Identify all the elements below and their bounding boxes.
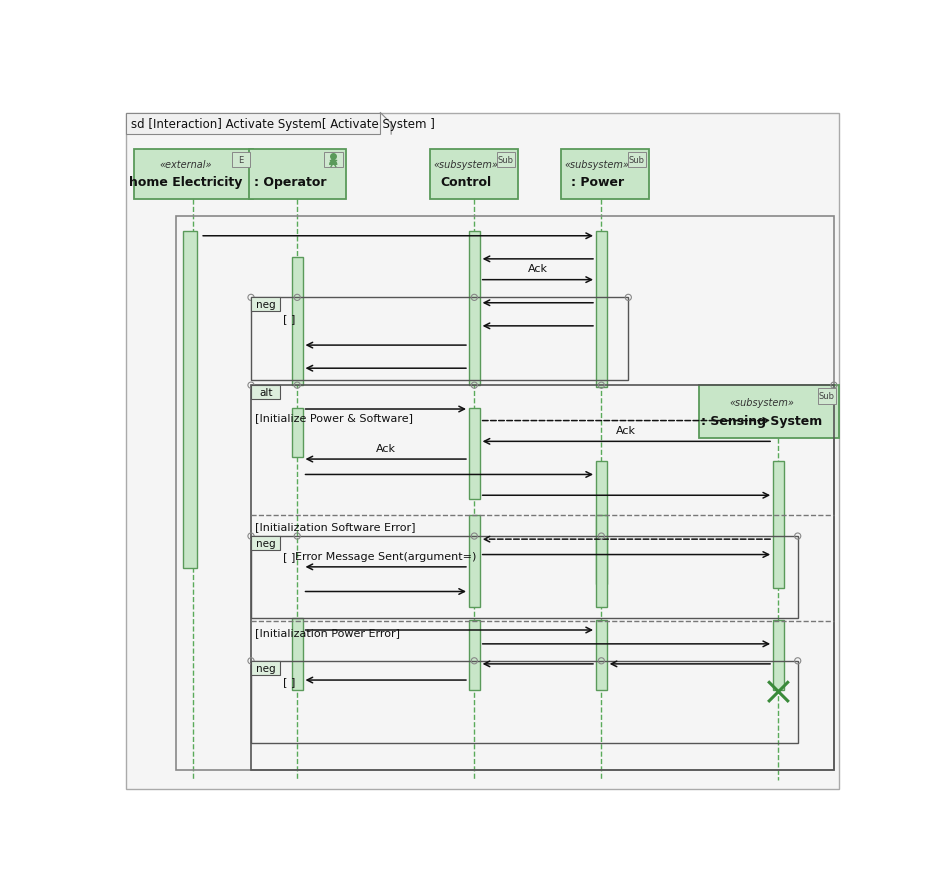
Bar bbox=[251, 298, 628, 380]
Bar bbox=[184, 232, 197, 569]
Bar bbox=[251, 536, 281, 551]
Bar bbox=[773, 461, 784, 588]
Bar bbox=[251, 385, 834, 771]
Bar bbox=[251, 661, 798, 743]
Bar bbox=[251, 661, 281, 675]
Text: [Initialize Power & Software]: [Initialize Power & Software] bbox=[255, 413, 413, 423]
Text: «subsystem»: «subsystem» bbox=[729, 398, 794, 408]
Bar bbox=[232, 153, 251, 168]
Text: neg: neg bbox=[256, 663, 275, 673]
Bar bbox=[469, 620, 479, 690]
Text: «external»: «external» bbox=[160, 160, 212, 170]
Text: «subsystem»: «subsystem» bbox=[433, 160, 498, 170]
Text: neg: neg bbox=[256, 300, 275, 310]
Bar bbox=[699, 385, 839, 438]
Text: [Initialization Power Error]: [Initialization Power Error] bbox=[255, 628, 399, 637]
Bar bbox=[469, 515, 479, 607]
Bar bbox=[324, 153, 343, 168]
Bar bbox=[469, 232, 479, 385]
Bar bbox=[292, 409, 302, 457]
Bar bbox=[251, 536, 798, 619]
Bar bbox=[430, 149, 518, 199]
Text: [Initialization Software Error]: [Initialization Software Error] bbox=[255, 521, 415, 531]
Bar bbox=[496, 153, 515, 168]
Bar bbox=[292, 257, 302, 385]
Bar bbox=[596, 461, 607, 584]
Text: Ack: Ack bbox=[616, 426, 637, 435]
Bar bbox=[134, 149, 253, 199]
Bar bbox=[596, 515, 607, 607]
Text: alt: alt bbox=[259, 388, 272, 398]
Text: E: E bbox=[238, 156, 244, 164]
Bar bbox=[250, 149, 346, 199]
Bar bbox=[773, 620, 784, 690]
Bar bbox=[175, 216, 834, 771]
Bar bbox=[251, 385, 281, 400]
Text: : Sensing System: : Sensing System bbox=[701, 415, 822, 427]
Bar bbox=[596, 232, 607, 388]
Text: : Operator: : Operator bbox=[253, 175, 326, 189]
Text: neg: neg bbox=[256, 538, 275, 548]
Text: Sub: Sub bbox=[498, 156, 514, 164]
Text: Ack: Ack bbox=[528, 265, 548, 274]
Text: Sub: Sub bbox=[628, 156, 644, 164]
Text: Control: Control bbox=[441, 175, 492, 189]
Text: home Electricity: home Electricity bbox=[129, 175, 243, 189]
Bar bbox=[627, 153, 646, 168]
Text: Ack: Ack bbox=[376, 443, 396, 453]
Bar bbox=[126, 114, 381, 135]
Text: sd [Interaction] Activate System[ Activate System ]: sd [Interaction] Activate System[ Activa… bbox=[131, 118, 435, 131]
Text: [ ]: [ ] bbox=[284, 677, 296, 687]
Text: : Power: : Power bbox=[571, 175, 624, 189]
Text: «subsystem»: «subsystem» bbox=[564, 160, 629, 170]
Text: [ ]: [ ] bbox=[284, 552, 296, 561]
Text: [ ]: [ ] bbox=[284, 314, 296, 324]
Text: ⁠♟: ⁠♟ bbox=[327, 154, 340, 167]
Bar bbox=[469, 409, 479, 500]
Bar bbox=[560, 149, 649, 199]
Bar bbox=[251, 298, 281, 312]
Bar bbox=[596, 620, 607, 690]
Bar bbox=[292, 619, 302, 690]
Text: Sub: Sub bbox=[819, 392, 835, 401]
Text: Error Message Sent(argument=): Error Message Sent(argument=) bbox=[295, 551, 477, 561]
Bar bbox=[818, 389, 836, 404]
